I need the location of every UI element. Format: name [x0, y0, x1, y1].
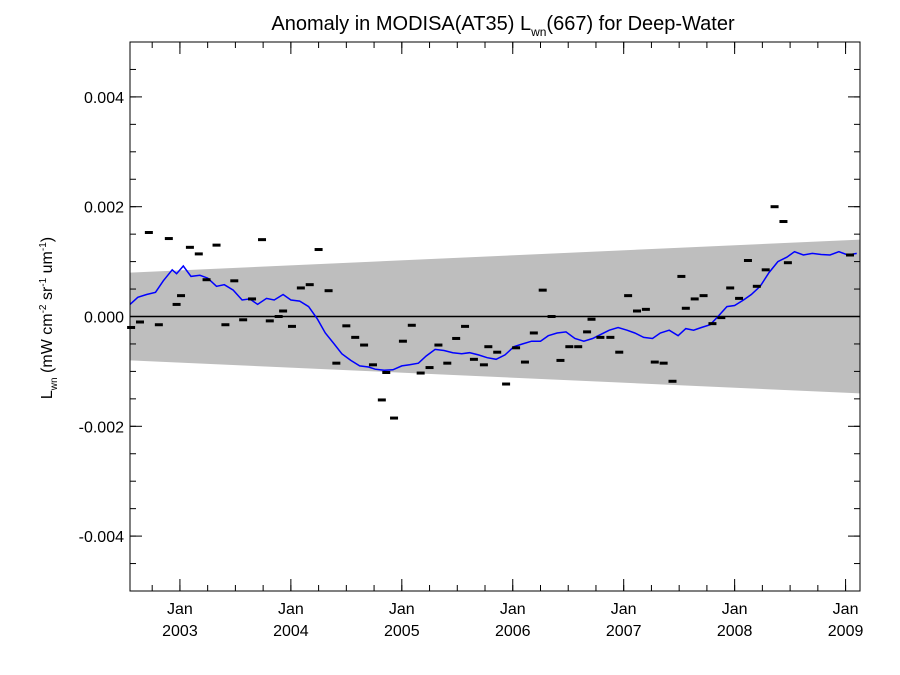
y-axis-label: Lwn (mW cm-2 sr-1 um-1) [38, 237, 60, 399]
x-tick-label-year: 2008 [717, 623, 753, 640]
y-tick-label: -0.004 [79, 529, 124, 546]
y-axis-label-sr: sr [39, 286, 56, 304]
y-tick-label: 0.004 [84, 90, 124, 107]
x-tick-label-year: 2004 [273, 623, 309, 640]
chart-title-suffix: (667) for Deep-Water [546, 13, 735, 35]
plot-area: 0.004 0.002 0.000 -0.002 -0.004 Jan 2003 Jan 200… [79, 41, 864, 640]
y-tick-label: 0.002 [84, 200, 124, 217]
x-tick-label-month: Jan [278, 601, 304, 618]
y-axis-label-subscript: wn [49, 377, 60, 391]
x-tick-label-year: 2007 [606, 623, 642, 640]
chart-title-prefix: Anomaly in MODISA(AT35) L [271, 13, 531, 35]
x-tick-label-month: Jan [167, 601, 193, 618]
y-tick-label: 0.000 [84, 310, 124, 327]
x-tick-label-year: 2003 [162, 623, 198, 640]
chart-title: Anomaly in MODISA(AT35) Lwn(667) for Dee… [271, 13, 735, 39]
x-tick-label-month: Jan [833, 601, 859, 618]
y-axis-label-exp2: -1 [38, 277, 49, 286]
y-axis-label-symbol: L [39, 390, 56, 399]
y-axis-label-exp1: -2 [38, 304, 49, 313]
x-tick-label-year: 2006 [495, 623, 531, 640]
running-mean-line [129, 250, 857, 372]
x-tick-label-month: Jan [389, 601, 415, 618]
y-axis-label-close: ) [39, 237, 56, 242]
x-tick-label-month: Jan [722, 601, 748, 618]
y-tick-label: -0.002 [79, 419, 124, 436]
chart-title-subscript: wn [530, 25, 546, 39]
x-tick-label-year: 2009 [828, 623, 864, 640]
x-tick-label-month: Jan [611, 601, 637, 618]
x-tick-label-month: Jan [500, 601, 526, 618]
y-axis-label-exp3: -1 [38, 242, 49, 251]
y-axis-label-um: um [39, 251, 56, 278]
y-axis-label-units: (mW cm [39, 313, 56, 377]
x-tick-label-year: 2005 [384, 623, 420, 640]
